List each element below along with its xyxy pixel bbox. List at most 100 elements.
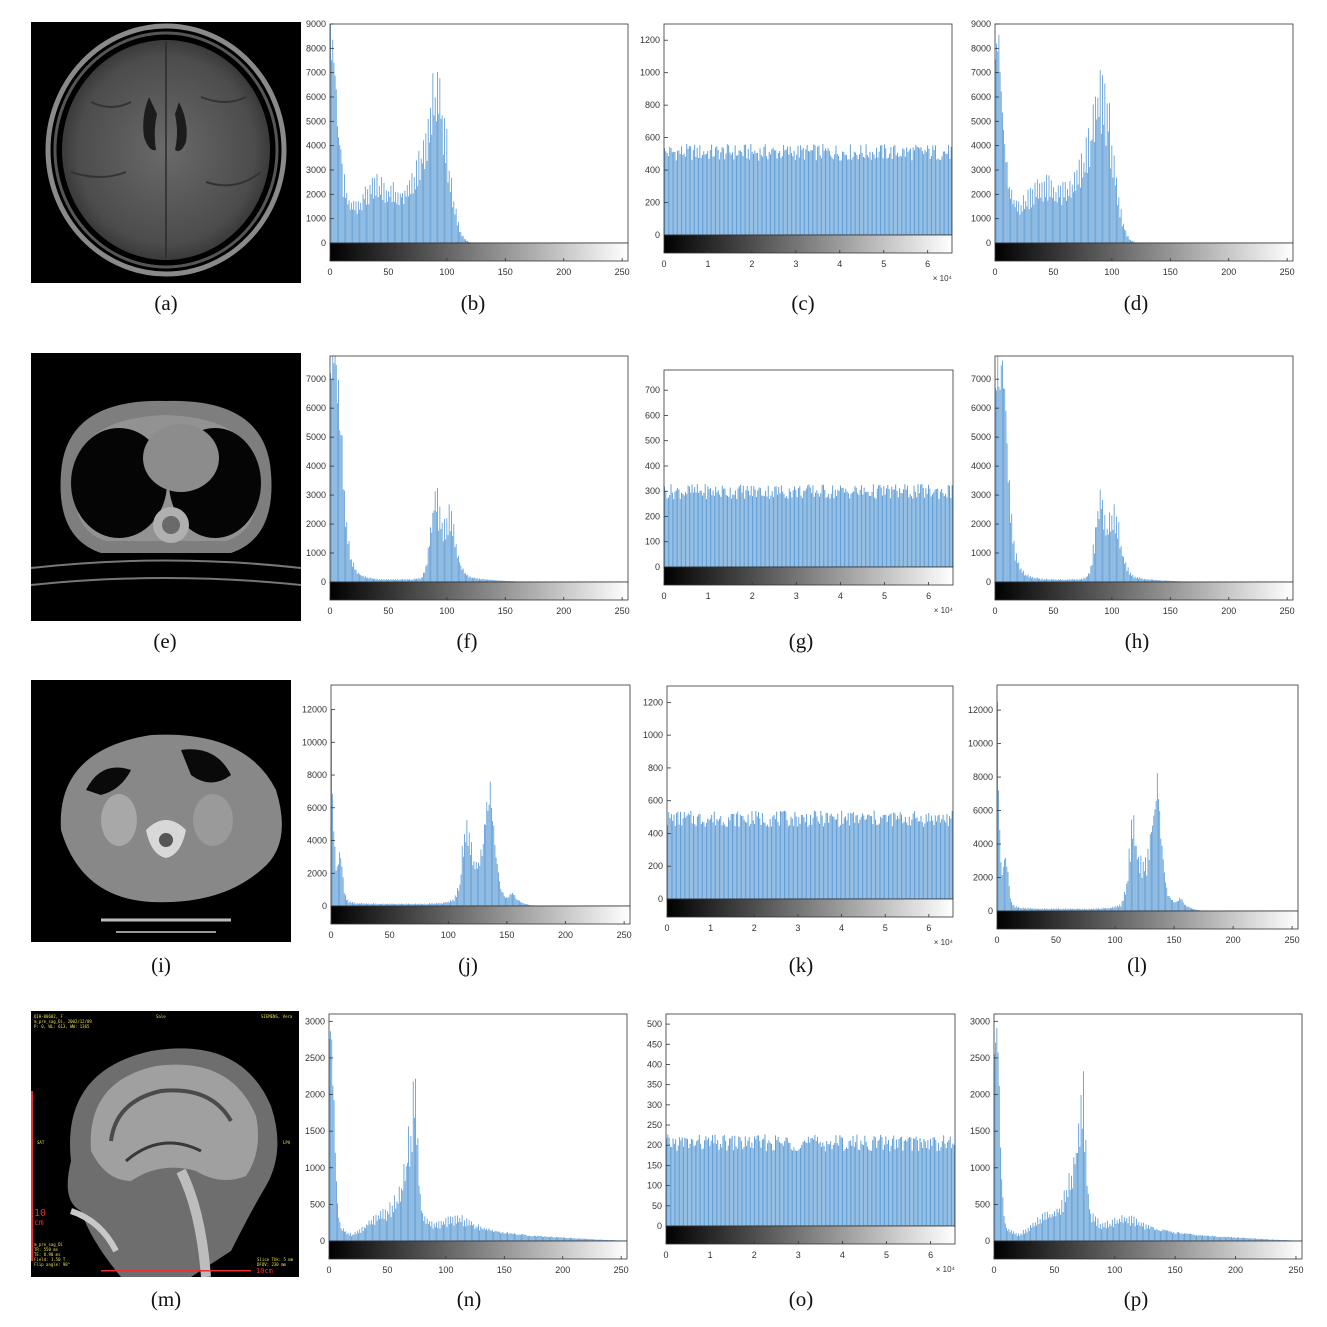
histogram-bar	[1203, 1236, 1205, 1241]
histogram-bar	[785, 149, 787, 235]
histogram-d: 0 1000 2000 3000 4000 5000 6000 7000 8000 9000 0 50…	[971, 19, 1295, 277]
histogram-bar	[817, 493, 819, 567]
histogram-bar	[1052, 579, 1053, 582]
histogram-bar	[438, 530, 440, 582]
histogram-bar	[1079, 187, 1081, 243]
histogram-bar	[780, 157, 782, 235]
histogram-bar	[668, 1137, 670, 1226]
histogram-bar	[478, 862, 479, 906]
histogram-bar	[1188, 1233, 1190, 1241]
histogram-bar	[1226, 1237, 1228, 1241]
histogram-bar	[730, 813, 732, 899]
histogram-bar	[1040, 1223, 1042, 1241]
histogram-bar	[1017, 211, 1018, 243]
histogram-bar	[999, 389, 1001, 582]
histogram-bar	[1206, 1235, 1208, 1241]
histogram-bar	[491, 579, 493, 582]
histogram-bar	[729, 820, 731, 899]
histogram-bar	[896, 490, 898, 567]
histogram-bar	[1019, 908, 1021, 911]
histogram-bar	[486, 802, 488, 906]
histogram-bar	[771, 491, 773, 567]
histogram-bar	[741, 152, 743, 235]
histogram-bar	[943, 1135, 945, 1226]
histogram-bar	[871, 492, 873, 567]
histogram-bar	[1028, 209, 1030, 243]
histogram-bar	[1054, 579, 1056, 582]
overlay-text: DFOV: 230 mm	[257, 1262, 286, 1267]
x-tick-label: 0	[661, 591, 666, 601]
histogram-bar	[945, 153, 947, 235]
histogram-bar	[1084, 578, 1086, 582]
histogram-bar	[997, 701, 998, 911]
histogram-bar	[855, 152, 857, 235]
histogram-bar	[1025, 907, 1027, 911]
histogram-bar	[423, 140, 424, 243]
histogram-bar	[673, 1143, 675, 1226]
histogram-bar	[678, 824, 680, 899]
histogram-bar	[766, 156, 768, 235]
histogram-bar	[903, 1141, 905, 1226]
histogram-bar	[851, 1145, 853, 1226]
histogram-bar	[794, 1150, 796, 1226]
histogram-bar	[850, 813, 852, 899]
histogram-bars	[995, 356, 1194, 582]
histogram-bar	[873, 154, 875, 235]
histogram-bar	[576, 1238, 578, 1241]
x-tick-label: 250	[1285, 935, 1300, 945]
histogram-bar	[1148, 860, 1150, 911]
histogram-bar	[906, 147, 908, 235]
histogram-bar	[1110, 531, 1112, 582]
histogram-bar	[350, 902, 352, 906]
histogram-bar	[332, 356, 334, 582]
histogram-bar	[950, 146, 952, 235]
histogram-bar	[669, 146, 671, 235]
histogram-bar	[407, 196, 409, 243]
histogram-g: 0 100 200 300 400 500 600 700 0 1 2 3 4 5 6 × 10⁴	[645, 369, 954, 615]
histogram-bar	[1120, 545, 1122, 582]
histogram-bar	[1028, 908, 1030, 911]
histogram-bar	[401, 197, 402, 243]
histogram-bar	[1019, 214, 1021, 243]
histogram-bar	[852, 812, 854, 899]
histogram-bar	[381, 904, 383, 906]
histogram-bar	[674, 825, 676, 899]
histogram-bar	[677, 1145, 679, 1226]
histogram-bar	[782, 1145, 784, 1226]
histogram-bar	[682, 154, 684, 235]
histogram-bar	[817, 146, 819, 235]
histogram-bar	[1159, 810, 1161, 911]
histogram-bar	[797, 826, 798, 899]
histogram-bar	[1084, 1151, 1086, 1241]
histogram-bar	[1092, 544, 1094, 582]
histogram-bar	[1102, 907, 1104, 911]
y-tick-label: 2000	[306, 189, 326, 199]
histogram-bar	[1016, 907, 1018, 911]
histogram-bar	[1133, 577, 1135, 582]
histogram-bar	[446, 902, 448, 906]
histogram-bar	[777, 1136, 779, 1226]
histogram-bar	[759, 1140, 761, 1226]
histogram-bar	[354, 569, 356, 582]
histogram-bar	[1046, 1211, 1048, 1241]
histogram-bar	[794, 160, 796, 235]
histogram-bar	[508, 581, 509, 582]
histogram-bar	[1222, 1237, 1224, 1241]
histogram-bar	[356, 1230, 358, 1241]
histogram-bar	[863, 487, 865, 567]
overlay-text: SIEMENS, Vera	[261, 1014, 293, 1019]
histogram-bar	[694, 824, 696, 899]
histogram-bar	[1117, 205, 1119, 243]
histogram-bar	[1153, 815, 1155, 911]
histogram-bar	[382, 903, 384, 906]
histogram-bar	[484, 1230, 486, 1241]
histogram-bar	[1100, 908, 1102, 911]
histogram-bar	[938, 814, 940, 899]
histogram-bar	[394, 201, 395, 243]
histogram-bar	[721, 825, 723, 899]
chest-ct-icon	[31, 353, 301, 621]
histogram-bar	[1097, 1218, 1099, 1241]
histogram-bar	[433, 115, 435, 243]
histogram-bar	[1168, 896, 1170, 911]
histogram-bar	[836, 496, 838, 567]
